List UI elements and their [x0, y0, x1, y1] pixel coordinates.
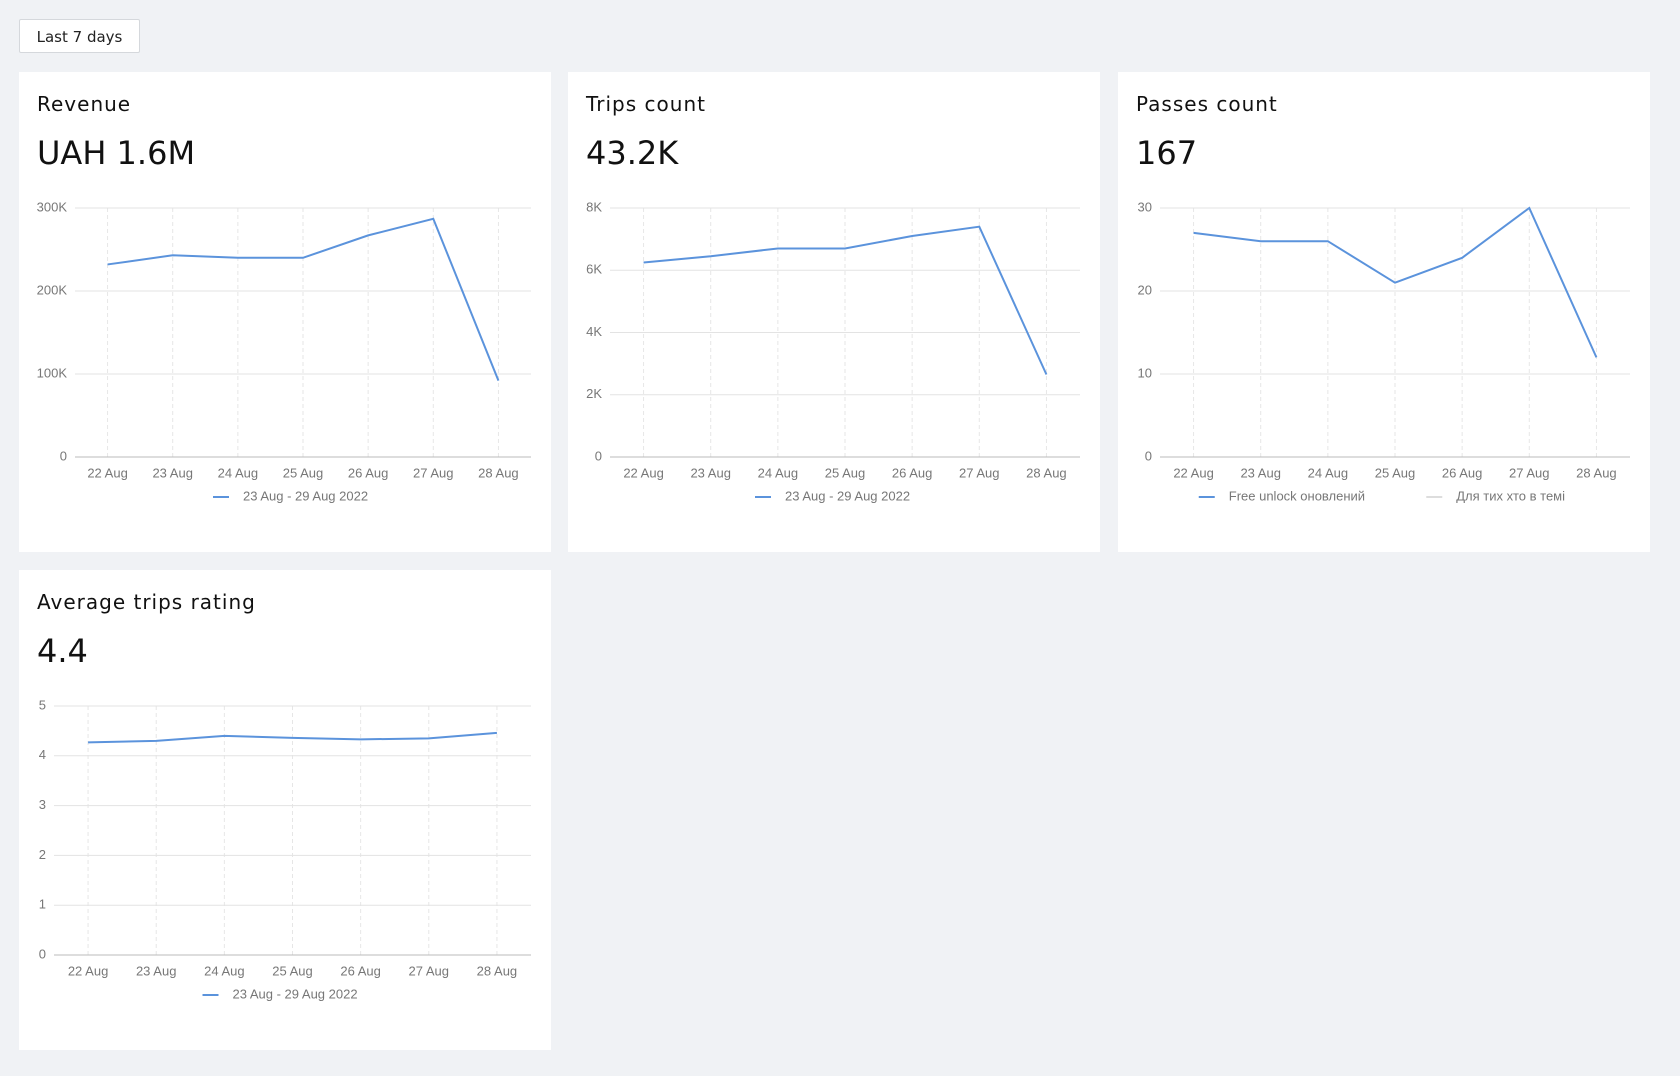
x-tick-label: 26 Aug [1442, 465, 1483, 480]
line [1193, 206, 1598, 358]
x-tick-label: 22 Aug [1173, 465, 1214, 480]
y-tick-label: 0 [595, 448, 602, 463]
x-tick-label: 28 Aug [478, 465, 519, 480]
date-range-button[interactable]: Last 7 days [19, 19, 140, 53]
x-tick-label: 28 Aug [1026, 465, 1067, 480]
x-tick-label: 23 Aug [690, 465, 731, 480]
y-tick-label: 1 [39, 897, 46, 912]
card-title: Average trips rating [37, 590, 256, 614]
chart: 22 Aug 23 Aug 24 Aug 25 Aug 26 Aug 27 Aug 28 A… [1138, 199, 1630, 503]
x-tick-label: 22 Aug [623, 465, 664, 480]
x-tick-label: 23 Aug [152, 465, 193, 480]
x-tick-label: 27 Aug [959, 465, 1000, 480]
x-tick-label: 24 Aug [1308, 465, 1349, 480]
x-tick-label: 23 Aug [1240, 465, 1281, 480]
x-tick-label: 25 Aug [272, 963, 313, 978]
card: Average trips rating 4.4 22 Aug 23 Aug 24 Au… [19, 570, 551, 1050]
chart: 22 Aug 23 Aug 24 Aug 25 Aug 26 Aug 27 Aug 28 A… [586, 199, 1080, 503]
x-tick-label: 28 Aug [1576, 465, 1617, 480]
card: Trips count 43.2K 22 Aug 23 Aug 24 Aug 25 Aug… [568, 72, 1100, 552]
legend-label: 23 Aug - 29 Aug 2022 [785, 488, 910, 503]
x-tick-label: 27 Aug [413, 465, 454, 480]
line [88, 731, 498, 744]
legend-label: 23 Aug - 29 Aug 2022 [233, 986, 358, 1001]
x-tick-label: 22 Aug [68, 963, 109, 978]
x-tick-label: 27 Aug [1509, 465, 1550, 480]
x-tick-label: 22 Aug [87, 465, 128, 480]
y-tick-label: 5 [39, 697, 46, 712]
y-tick-label: 20 [1138, 282, 1152, 297]
x-tick-label: 26 Aug [348, 465, 389, 480]
kpi-value: 43.2K [586, 134, 679, 172]
legend-label: Free unlock оновлений [1229, 488, 1365, 503]
legend-label: 23 Aug - 29 Aug 2022 [243, 488, 368, 503]
card: Revenue UAH 1.6M 22 Aug 23 Aug 24 Aug 25 Aug 2… [19, 72, 551, 552]
legend-label: Для тих хто в темі [1456, 488, 1565, 503]
y-tick-label: 4 [39, 747, 46, 762]
card-title: Passes count [1136, 92, 1278, 116]
x-tick-label: 24 Aug [218, 465, 259, 480]
y-tick-label: 3 [39, 797, 46, 812]
y-tick-label: 8K [586, 199, 602, 214]
line [107, 217, 500, 382]
card-title: Trips count [586, 92, 706, 116]
kpi-value: 167 [1136, 134, 1198, 172]
x-tick-label: 23 Aug [136, 963, 177, 978]
line [643, 225, 1048, 375]
y-tick-label: 0 [39, 946, 46, 961]
y-tick-label: 30 [1138, 199, 1152, 214]
y-tick-label: 0 [1145, 448, 1152, 463]
x-tick-label: 26 Aug [892, 465, 933, 480]
x-tick-label: 25 Aug [283, 465, 324, 480]
y-tick-label: 200K [37, 282, 68, 297]
y-tick-label: 4K [586, 324, 602, 339]
chart: 22 Aug 23 Aug 24 Aug 25 Aug 26 Aug 27 Aug 28 A… [39, 697, 531, 1001]
x-tick-label: 28 Aug [477, 963, 518, 978]
y-tick-label: 6K [586, 262, 602, 277]
y-tick-label: 300K [37, 199, 68, 214]
y-tick-label: 2K [586, 386, 602, 401]
card: Passes count 167 22 Aug 23 Aug 24 Aug 25 Aug 2… [1118, 72, 1650, 552]
kpi-value: UAH 1.6M [37, 134, 196, 172]
chart: 22 Aug 23 Aug 24 Aug 25 Aug 26 Aug 27 Aug 28 A… [37, 199, 531, 503]
x-tick-label: 26 Aug [340, 963, 381, 978]
x-tick-label: 25 Aug [1375, 465, 1416, 480]
x-tick-label: 25 Aug [825, 465, 866, 480]
x-tick-label: 24 Aug [204, 963, 245, 978]
card-title: Revenue [37, 92, 132, 116]
y-tick-label: 0 [60, 448, 67, 463]
x-tick-label: 27 Aug [409, 963, 450, 978]
kpi-value: 4.4 [37, 632, 88, 670]
y-tick-label: 100K [37, 365, 68, 380]
x-tick-label: 24 Aug [758, 465, 799, 480]
y-tick-label: 10 [1138, 365, 1152, 380]
y-tick-label: 2 [39, 847, 46, 862]
